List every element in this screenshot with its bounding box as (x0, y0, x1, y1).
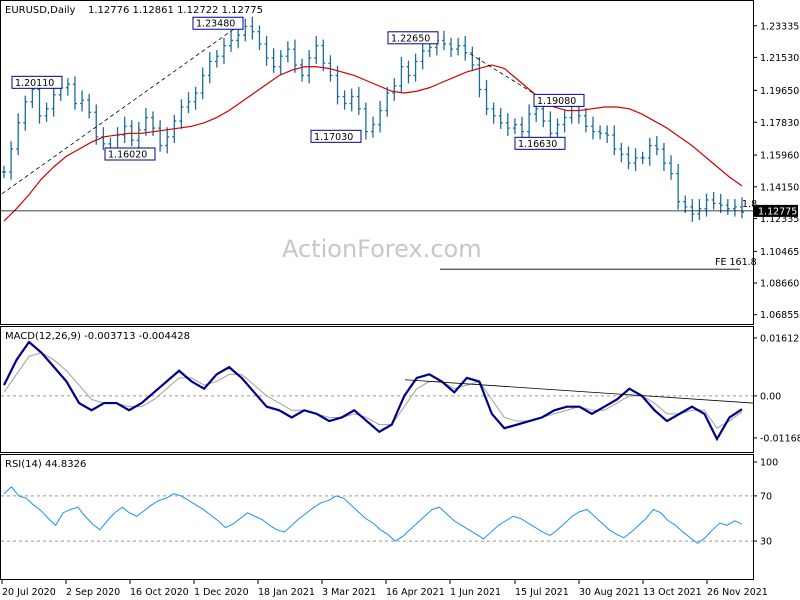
macd-tick-label: 0.016122 (760, 333, 800, 344)
annotation-box (514, 136, 566, 150)
time-tick-label: 16 Oct 2020 (130, 587, 189, 598)
time-tick-label: 1 Jun 2021 (450, 587, 501, 598)
price-annotations: 1.20110 1.16020 1.23480 1.17030 1.22650 1.190… (11, 16, 585, 161)
trend-line-2 (469, 53, 546, 101)
rsi-grid (1, 495, 753, 542)
macd-trend-line (404, 379, 754, 404)
price-tick-label: 1.06855 (760, 310, 799, 321)
macd-lines (3, 340, 754, 442)
current-price-tag (754, 204, 798, 217)
price-annotation-lines: FE 161.8 1.81.12775 (1, 22, 798, 270)
price-tick-label: 1.08660 (760, 279, 799, 290)
time-tick-label: 20 Jul 2020 (2, 587, 56, 598)
annotation-label: 1.17030 (314, 132, 353, 143)
rsi-tick-label: 30 (760, 537, 772, 548)
time-tick-label: 1 Dec 2020 (194, 587, 249, 598)
rsi-pane-title: RSI(14) 44.8326 (5, 459, 86, 470)
rsi-tick-label: 70 (760, 491, 772, 502)
annotation-label: 1.23480 (196, 19, 235, 30)
rsi-axis-ticks: 100 70 30 (753, 458, 778, 548)
macd-pane-title: MACD(12,26,9) -0.003713 -0.004428 (5, 331, 190, 342)
watermark: ActionForex.com (282, 235, 482, 263)
price-tick-label: 1.19650 (760, 86, 799, 97)
annotation-label: 1.22650 (391, 33, 430, 44)
time-tick-label: 30 Aug 2021 (579, 587, 640, 598)
price-tick-label: 1.15960 (760, 151, 799, 162)
annotation-box (387, 31, 439, 45)
annotation-label: 1.16020 (108, 150, 147, 161)
annotation-box (310, 129, 362, 143)
rsi-lines (3, 486, 743, 544)
time-tick-label: 18 Jan 2021 (258, 587, 315, 598)
macd-line (3, 340, 743, 442)
price-tick-label: 1.12335 (760, 214, 799, 225)
time-tick-label: 13 Oct 2021 (643, 587, 702, 598)
ohlc-values: 1.12776 1.12861 1.12722 1.12775 (88, 5, 263, 16)
rsi-pane-border (0, 454, 754, 580)
price-tick-label: 1.21530 (760, 53, 799, 64)
moving-average-line (3, 64, 743, 222)
annotation-box (104, 147, 156, 161)
fe-level-label: FE 161.8 (715, 257, 757, 268)
annotation-box (533, 93, 585, 107)
macd-tick-label: 0.00 (760, 391, 781, 402)
price-tick-label: 1.10465 (760, 247, 799, 258)
rsi-tick-label: 100 (760, 458, 778, 469)
price-tick-label: 1.23335 (760, 21, 799, 32)
price-pane-title: EURUSD,Daily (5, 5, 76, 16)
annotation-box (192, 16, 244, 30)
fe-small-label: 1.8 (742, 199, 757, 210)
price-axis-ticks: 1.23335 1.21530 1.19650 1.17830 1.15960 1.141… (753, 21, 799, 321)
rsi-line (3, 486, 743, 544)
annotation-label: 1.19080 (537, 96, 576, 107)
price-tick-label: 1.14150 (760, 182, 799, 193)
time-axis: 20 Jul 2020 2 Sep 2020 16 Oct 2020 1 Dec 20… (1, 580, 768, 598)
price-tick-label: 1.17830 (760, 118, 799, 129)
time-tick-label: 3 Mar 2021 (322, 587, 376, 598)
macd-pane-border (0, 326, 754, 453)
price-pane-border (0, 0, 754, 325)
time-tick-label: 26 Nov 2021 (707, 587, 768, 598)
moving-average (3, 64, 743, 222)
macd-signal-line (3, 352, 743, 429)
current-price-label: 1.12775 (758, 206, 797, 217)
time-tick-label: 15 Jul 2021 (515, 587, 569, 598)
trend-line (1, 22, 243, 195)
annotation-label: 1.16630 (518, 139, 557, 150)
annotation-box (11, 75, 63, 89)
time-tick-label: 2 Sep 2020 (66, 587, 120, 598)
annotation-label: 1.20110 (15, 78, 54, 89)
time-tick-label: 16 Apr 2021 (386, 587, 445, 598)
